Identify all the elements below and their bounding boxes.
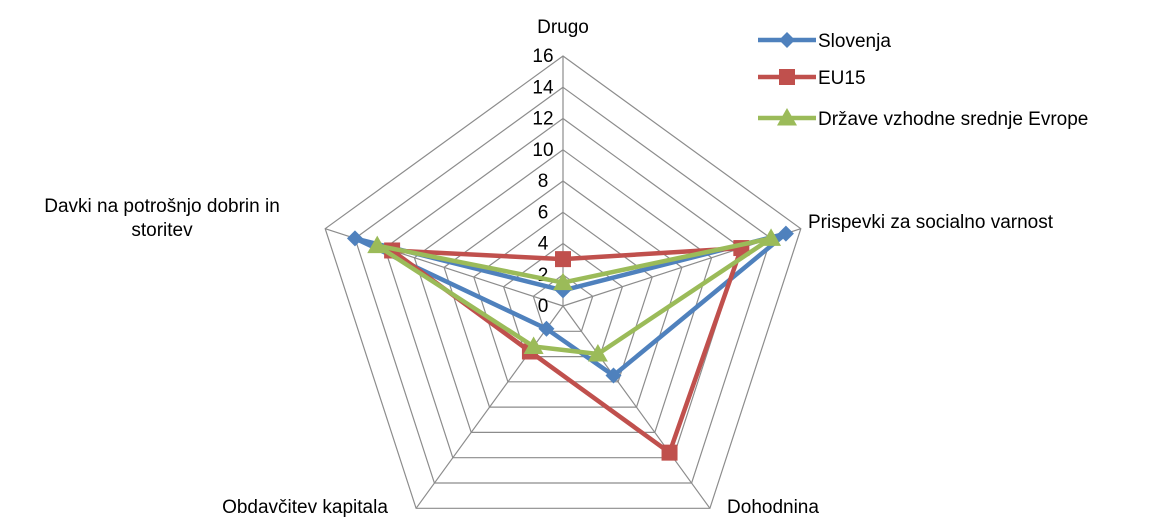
data-point <box>553 272 573 291</box>
data-point <box>587 344 608 362</box>
series-line <box>374 236 774 357</box>
grid-ring <box>532 274 594 332</box>
legend-marker <box>777 108 797 126</box>
tick-label: 14 <box>532 77 554 98</box>
legend-marker <box>779 32 795 48</box>
category-label: Davki na potrošnjo dobrin in storitev <box>44 196 280 241</box>
data-point <box>605 367 622 384</box>
data-point <box>523 336 544 354</box>
radial-tick-labels: 0 2 4 6 8 10 12 14 16 <box>532 46 554 317</box>
data-point <box>538 320 555 337</box>
grid-ring <box>383 117 743 459</box>
legend: Slovenja EU15 Države vzhodne srednje Evrop… <box>758 31 1088 130</box>
data-point <box>555 251 571 268</box>
legend-label: Slovenja <box>818 31 891 52</box>
legend-label: EU15 <box>818 68 866 89</box>
legend-label: Države vzhodne srednje Evrope <box>818 109 1088 130</box>
category-label: Drugo <box>537 17 589 38</box>
tick-label: 16 <box>532 46 553 67</box>
legend-item: EU15 <box>758 68 866 89</box>
tick-label: 10 <box>532 140 553 161</box>
axis-spoke <box>415 305 564 509</box>
data-point <box>777 225 794 242</box>
tick-label: 4 <box>538 234 549 255</box>
tick-label: 6 <box>538 202 549 223</box>
axis-spoke <box>562 305 711 509</box>
tick-label: 2 <box>538 265 549 286</box>
tick-label: 8 <box>538 171 549 192</box>
grid-ring <box>324 55 802 509</box>
grid-ring <box>354 86 772 484</box>
legend-marker <box>779 69 795 85</box>
category-label: Obdavčitev kapitala <box>222 497 388 517</box>
category-label: Dohodnina <box>727 497 819 517</box>
legend-item: Slovenja <box>758 31 891 52</box>
tick-label: 0 <box>538 296 549 317</box>
data-point <box>367 235 388 254</box>
data-point <box>346 230 363 247</box>
data-point <box>661 444 678 461</box>
category-labels: Drugo Prispevki za socialno varnost Dohodn… <box>44 17 1053 517</box>
series-dr-ave-vzhodne-srednje-evrope <box>367 228 782 362</box>
data-point <box>761 228 782 246</box>
radar-series <box>346 225 794 461</box>
category-label: Prispevki za socialno varnost <box>808 212 1054 233</box>
grid-ring <box>413 149 713 433</box>
legend-item: Države vzhodne srednje Evrope <box>758 108 1088 130</box>
tick-label: 12 <box>532 109 553 130</box>
